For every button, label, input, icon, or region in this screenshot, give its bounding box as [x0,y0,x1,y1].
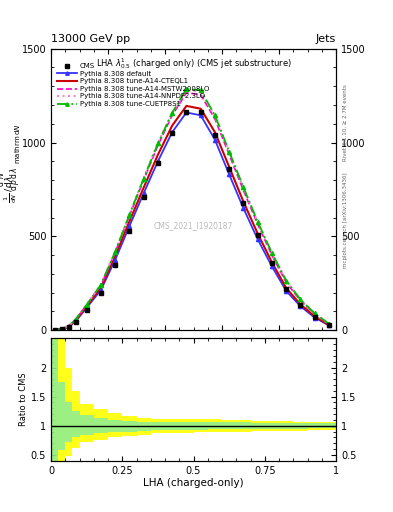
Text: CMS_2021_I1920187: CMS_2021_I1920187 [154,222,233,230]
Text: mcplots.cern.ch [arXiv:1306.3436]: mcplots.cern.ch [arXiv:1306.3436] [343,173,348,268]
X-axis label: LHA (charged-only): LHA (charged-only) [143,478,244,488]
Y-axis label: Ratio to CMS: Ratio to CMS [19,373,28,426]
Y-axis label: $\frac{1}{\mathrm{d}N}\,/\,\mathrm{d}\lambda$: $\frac{1}{\mathrm{d}N}\,/\,\mathrm{d}\la… [2,176,19,203]
Text: Jets: Jets [316,33,336,44]
Legend: CMS, Pythia 8.308 default, Pythia 8.308 tune-A14-CTEQL1, Pythia 8.308 tune-A14-M: CMS, Pythia 8.308 default, Pythia 8.308 … [57,63,209,107]
Text: $\mathrm{mathrm\,d}N$: $\mathrm{mathrm\,d}N$ [13,123,22,164]
Text: Rivet 3.1.10, ≥ 2.7M events: Rivet 3.1.10, ≥ 2.7M events [343,84,348,161]
Text: LHA $\lambda^{1}_{0.5}$ (charged only) (CMS jet substructure): LHA $\lambda^{1}_{0.5}$ (charged only) (… [95,56,292,71]
Text: 13000 GeV pp: 13000 GeV pp [51,33,130,44]
Text: $\mathrm{d}^2N$
$\mathrm{d}\,p\,\mathrm{d}\,\lambda$: $\mathrm{d}^2N$ $\mathrm{d}\,p\,\mathrm{… [0,167,22,191]
